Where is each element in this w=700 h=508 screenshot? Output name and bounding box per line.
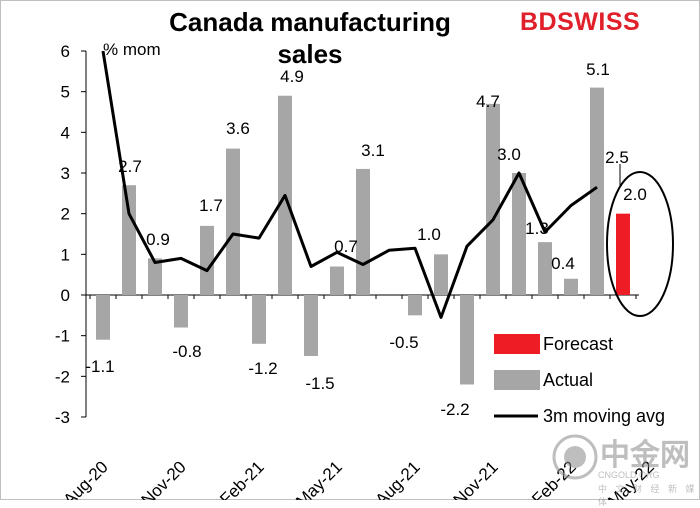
bar-actual [590, 87, 604, 295]
brand-logo: BDSWISS [520, 8, 641, 36]
bar-actual [96, 295, 110, 340]
x-tick-label: Nov-20 [138, 457, 190, 500]
chart-title: Canada manufacturing sales [169, 7, 451, 69]
bar-actual [564, 278, 578, 295]
legend-label: 3m moving avg [543, 406, 665, 426]
data-label: 3.0 [497, 145, 521, 164]
data-label: 4.9 [280, 67, 304, 86]
legend-swatch [494, 334, 540, 354]
bar-actual [486, 103, 500, 295]
data-label: -1.1 [85, 357, 114, 376]
data-label: 0.7 [334, 237, 358, 256]
y-tick-label: -1 [55, 327, 70, 346]
data-label: 1.7 [199, 196, 223, 215]
data-label: 0.9 [146, 230, 170, 249]
y-tick-label: 6 [61, 42, 70, 61]
bar-actual [252, 295, 266, 344]
y-tick-label: -2 [55, 367, 70, 386]
data-label: 2.0 [623, 185, 647, 204]
data-label: 1.0 [417, 225, 441, 244]
data-label: -0.8 [172, 342, 201, 361]
data-label: 4.7 [476, 92, 500, 111]
bar-actual [226, 148, 240, 295]
bar-actual [330, 266, 344, 295]
data-label: 2.5 [605, 148, 629, 167]
x-tick-label: Nov-21 [450, 457, 502, 500]
legend-label: Forecast [543, 334, 613, 354]
x-tick-label: May-21 [292, 457, 346, 500]
data-label: -1.5 [305, 374, 334, 393]
y-tick-label: 3 [61, 164, 70, 183]
data-label: -0.5 [389, 333, 418, 352]
data-label: 3.1 [361, 141, 385, 160]
y-tick-label: 5 [61, 83, 70, 102]
bar-actual [148, 258, 162, 295]
bar-actual [304, 295, 318, 356]
x-tick-label: Aug-21 [372, 457, 424, 500]
y-tick-label: 0 [61, 286, 70, 305]
highlight-ellipse [606, 171, 674, 317]
x-tick-label: Aug-20 [60, 457, 112, 500]
bar-actual [200, 225, 214, 295]
bar-forecast [616, 213, 630, 295]
bar-actual [122, 185, 136, 295]
y-tick-label: 4 [61, 123, 70, 142]
y-tick-label: 2 [61, 205, 70, 224]
legend-label: Actual [543, 370, 593, 390]
data-label: 2.7 [118, 157, 142, 176]
y-tick-label: -3 [55, 408, 70, 427]
data-label: -2.2 [440, 400, 469, 419]
legend-swatch [494, 370, 540, 390]
bar-actual [460, 295, 474, 385]
watermark: 中金网 CNGOLD.ORG 中 文 财 经 新 媒 体 [548, 430, 698, 507]
data-label: -1.2 [248, 359, 277, 378]
y-unit-label: % mom [103, 40, 161, 59]
x-tick-label: Feb-21 [216, 457, 268, 500]
watermark-subtext-cn: 中 文 财 经 新 媒 体 [598, 484, 698, 507]
watermark-subtext: CNGOLD.ORG [598, 470, 660, 480]
bar-actual [538, 242, 552, 295]
bar-actual [356, 168, 370, 295]
bar-actual [512, 173, 526, 295]
bar-actual [174, 295, 188, 328]
y-tick-label: 1 [61, 245, 70, 264]
watermark-text: 中金网 [600, 438, 690, 473]
watermark-emblem-icon [552, 434, 598, 480]
data-label: 5.1 [586, 60, 610, 79]
bar-actual [434, 254, 448, 295]
data-label: 0.4 [551, 254, 575, 273]
data-label: 1.3 [525, 219, 549, 238]
data-label: 3.6 [226, 119, 250, 138]
series-line-3m-avg [101, 50, 598, 319]
bar-actual [408, 295, 422, 316]
